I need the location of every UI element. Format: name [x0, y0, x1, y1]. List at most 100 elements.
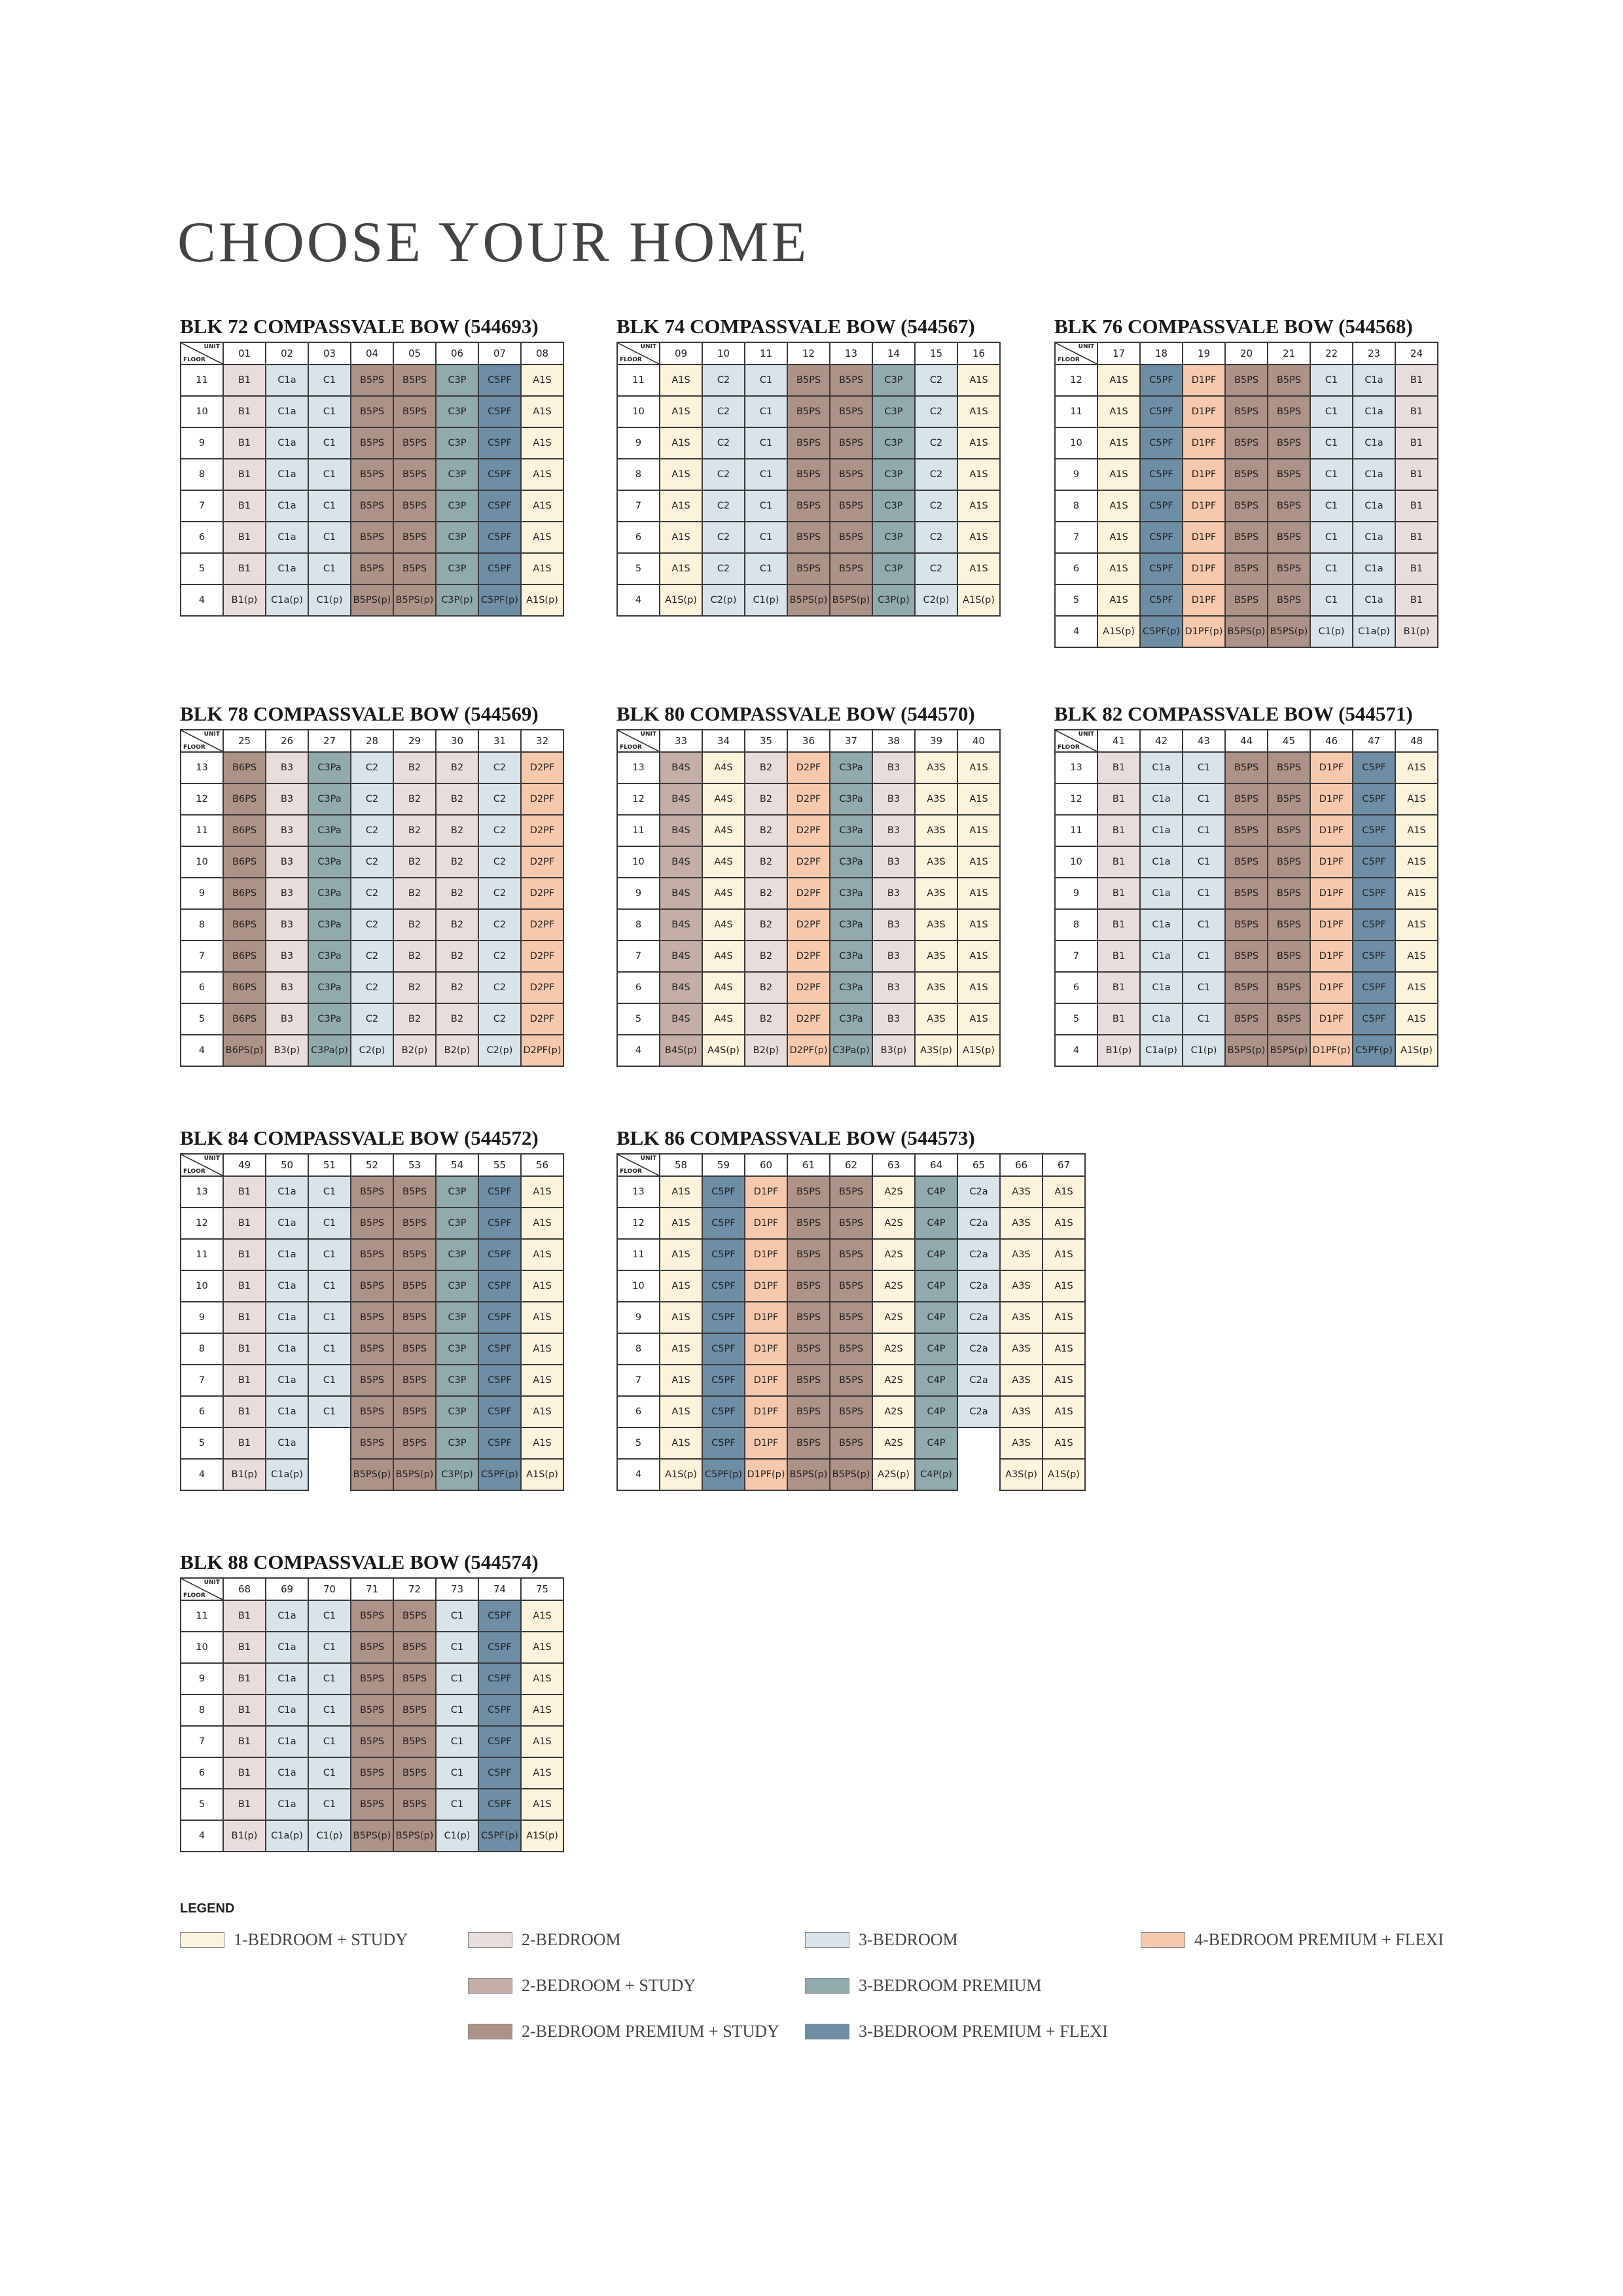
unit-cell[interactable]: C5PF — [702, 1301, 745, 1334]
unit-cell[interactable]: A3S — [999, 1364, 1043, 1397]
unit-cell[interactable]: C2 — [702, 490, 745, 522]
unit-cell[interactable]: D2PF — [520, 940, 564, 973]
unit-cell[interactable]: B2 — [393, 783, 437, 816]
unit-cell[interactable]: D1PF — [1310, 908, 1353, 941]
unit-cell[interactable]: B2(p) — [393, 1034, 437, 1067]
unit-cell[interactable]: B5PS — [393, 1333, 437, 1365]
unit-cell[interactable]: C3P — [435, 427, 479, 459]
unit-cell[interactable]: A1S — [520, 1395, 564, 1428]
unit-cell[interactable]: B2 — [393, 971, 437, 1004]
unit-cell[interactable]: C1a — [265, 1395, 309, 1428]
unit-cell[interactable]: C2a — [957, 1301, 1001, 1334]
unit-cell[interactable]: B1 — [1097, 783, 1141, 816]
unit-cell[interactable]: B5PS — [1224, 1003, 1268, 1035]
unit-cell[interactable]: C1 — [1310, 490, 1353, 522]
unit-cell[interactable]: C3P — [435, 1333, 479, 1365]
unit-cell[interactable]: B6PS — [223, 908, 266, 941]
unit-cell[interactable]: B4S — [659, 940, 703, 973]
unit-cell[interactable]: C5PF — [1352, 908, 1396, 941]
unit-cell[interactable]: B4S — [659, 846, 703, 878]
unit-cell[interactable]: C1 — [308, 1631, 351, 1664]
unit-cell[interactable]: D2PF — [787, 940, 830, 973]
unit-cell[interactable]: B5PS — [1224, 552, 1268, 585]
unit-cell[interactable]: C1 — [744, 521, 788, 554]
unit-cell[interactable]: D2PF — [520, 908, 564, 941]
unit-cell[interactable]: C2 — [478, 783, 522, 816]
unit-cell[interactable]: C5PF — [478, 490, 522, 522]
unit-cell[interactable]: B5PS — [393, 1270, 437, 1302]
unit-cell[interactable]: C1a — [1352, 521, 1396, 554]
unit-cell[interactable]: B2 — [435, 846, 479, 878]
unit-cell[interactable]: C1 — [308, 1757, 351, 1789]
unit-cell[interactable]: C4P — [914, 1238, 958, 1271]
unit-cell[interactable]: A1S — [1395, 908, 1438, 941]
unit-cell[interactable]: C1a — [1352, 490, 1396, 522]
unit-cell[interactable]: C5PF — [702, 1175, 745, 1208]
unit-cell[interactable]: B6PS — [223, 971, 266, 1004]
unit-cell[interactable]: A1S — [520, 521, 564, 554]
unit-cell[interactable]: C2 — [350, 940, 394, 973]
unit-cell[interactable]: C3Pa — [829, 1003, 873, 1035]
unit-cell[interactable]: B5PS — [1224, 940, 1268, 973]
unit-cell[interactable]: A1S — [1042, 1238, 1086, 1271]
unit-cell[interactable]: C3P — [435, 395, 479, 428]
unit-cell[interactable]: B1 — [223, 1333, 266, 1365]
unit-cell[interactable]: B2 — [744, 814, 788, 847]
unit-cell[interactable]: A1S — [957, 1003, 1001, 1035]
unit-cell[interactable]: B5PS(p) — [393, 584, 437, 617]
unit-cell[interactable]: B5PS — [393, 1788, 437, 1821]
unit-cell[interactable]: C3Pa — [829, 783, 873, 816]
unit-cell[interactable]: B6PS — [223, 1003, 266, 1035]
unit-cell[interactable]: C1a — [265, 1333, 309, 1365]
unit-cell[interactable]: A1S — [659, 1238, 703, 1271]
unit-cell[interactable]: B5PS — [787, 552, 830, 585]
unit-cell[interactable]: B5PS — [393, 427, 437, 459]
unit-cell[interactable]: B5PS — [393, 1395, 437, 1428]
unit-cell[interactable]: D2PF — [520, 814, 564, 847]
unit-cell[interactable]: C5PF — [1139, 427, 1183, 459]
unit-cell[interactable]: B5PS — [350, 395, 394, 428]
unit-cell[interactable]: B3 — [265, 940, 309, 973]
unit-cell[interactable]: A1S — [1395, 751, 1438, 784]
unit-cell[interactable]: B5PS — [1224, 814, 1268, 847]
unit-cell[interactable]: C5PF — [478, 1631, 522, 1664]
unit-cell[interactable]: B5PS — [787, 521, 830, 554]
unit-cell[interactable]: C3Pa — [829, 971, 873, 1004]
unit-cell[interactable]: C3Pa — [308, 783, 351, 816]
unit-cell[interactable]: B5PS — [393, 1427, 437, 1460]
unit-cell[interactable]: C3Pa(p) — [308, 1034, 351, 1067]
unit-cell[interactable]: B5PS(p) — [787, 584, 830, 617]
unit-cell[interactable]: C2 — [914, 395, 958, 428]
unit-cell[interactable]: A1S — [1042, 1395, 1086, 1428]
unit-cell[interactable]: A3S — [914, 846, 958, 878]
unit-cell[interactable]: B5PS — [787, 395, 830, 428]
unit-cell[interactable]: A2S(p) — [872, 1458, 916, 1491]
unit-cell[interactable]: C1 — [435, 1788, 479, 1821]
unit-cell[interactable]: B3 — [265, 814, 309, 847]
unit-cell[interactable]: B1 — [1097, 940, 1141, 973]
unit-cell[interactable]: C1a — [265, 1757, 309, 1789]
unit-cell[interactable]: C5PF — [478, 458, 522, 491]
unit-cell[interactable]: C1a — [1139, 877, 1183, 910]
unit-cell[interactable]: C2a — [957, 1395, 1001, 1428]
unit-cell[interactable]: B5PS — [393, 521, 437, 554]
unit-cell[interactable]: B5PS — [393, 458, 437, 491]
unit-cell[interactable]: B5PS — [829, 1175, 873, 1208]
unit-cell[interactable]: C1 — [1310, 364, 1353, 397]
unit-cell[interactable]: B5PS — [350, 490, 394, 522]
unit-cell[interactable]: B2 — [744, 751, 788, 784]
unit-cell[interactable]: C3P — [872, 552, 916, 585]
unit-cell[interactable]: B5PS — [787, 1270, 830, 1302]
unit-cell[interactable]: C1(p) — [308, 584, 351, 617]
unit-cell[interactable]: D1PF — [744, 1238, 788, 1271]
unit-cell[interactable]: B4S — [659, 751, 703, 784]
unit-cell[interactable]: C3P — [435, 521, 479, 554]
unit-cell[interactable]: B5PS — [1224, 584, 1268, 617]
unit-cell[interactable]: D1PF — [744, 1395, 788, 1428]
unit-cell[interactable]: B5PS — [1224, 877, 1268, 910]
unit-cell[interactable]: B5PS — [787, 364, 830, 397]
unit-cell[interactable]: B4S — [659, 908, 703, 941]
unit-cell[interactable]: B5PS(p) — [1224, 1034, 1268, 1067]
unit-cell[interactable]: C5PF — [1352, 940, 1396, 973]
unit-cell[interactable]: B1 — [223, 395, 266, 428]
